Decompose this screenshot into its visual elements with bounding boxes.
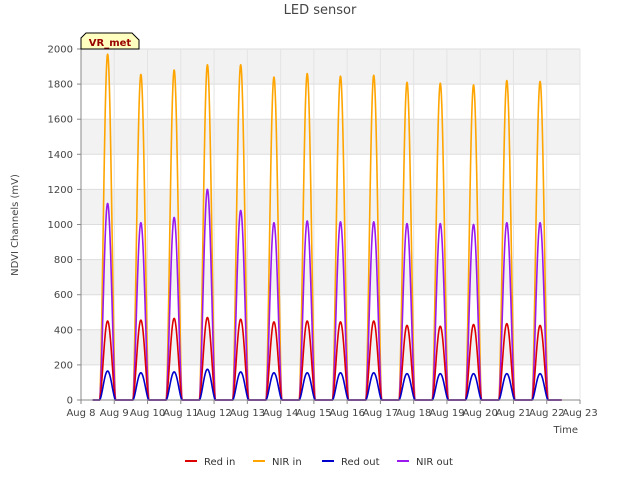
station-badge: VR_met	[80, 32, 140, 50]
legend-label: NIR out	[416, 457, 453, 468]
x-tick-label: Aug 16	[329, 408, 364, 419]
x-tick-label: Aug 12	[196, 408, 231, 419]
x-tick-label: Aug 11	[163, 408, 198, 419]
x-tick-label: Aug 21	[496, 408, 531, 419]
x-tick-label: Aug 17	[363, 408, 398, 419]
x-tick-label: Aug 9	[100, 408, 129, 419]
legend-label: NIR in	[272, 457, 302, 468]
y-tick-label: 0	[67, 396, 73, 407]
x-tick-label: Aug 14	[263, 408, 298, 419]
x-tick-label: Aug 13	[230, 408, 265, 419]
x-tick-label: Aug 8	[66, 408, 95, 419]
x-tick-label: Aug 19	[429, 408, 464, 419]
y-tick-label: 600	[54, 290, 73, 301]
x-tick-label: Aug 22	[529, 408, 564, 419]
plot-band	[81, 259, 580, 295]
x-tick-label: Aug 10	[130, 408, 165, 419]
y-tick-label: 200	[54, 360, 73, 371]
y-axis-label: NDVI Channels (mV)	[10, 174, 21, 276]
plot-band	[81, 119, 580, 155]
plot-band	[81, 189, 580, 225]
x-tick-label: Aug 20	[462, 408, 497, 419]
x-axis-label: Time	[553, 425, 578, 436]
plot-band	[81, 49, 580, 85]
x-tick-label: Aug 18	[396, 408, 431, 419]
chart-title: LED sensor	[284, 3, 357, 18]
y-tick-label: 1000	[48, 220, 73, 231]
legend-label: Red out	[341, 457, 380, 468]
y-tick-label: 1200	[48, 185, 73, 196]
y-tick-labels: 0 200 400 600 800 1000 1200 1400 1600 1800 2000	[48, 45, 81, 407]
y-tick-label: 1600	[48, 115, 73, 126]
y-tick-label: 1400	[48, 150, 73, 161]
x-tick-label: Aug 15	[296, 408, 331, 419]
plot-band	[81, 329, 580, 365]
y-tick-label: 2000	[48, 45, 73, 56]
badge-shape	[80, 32, 140, 50]
legend-label: Red in	[204, 457, 235, 468]
y-tick-label: 800	[54, 255, 73, 266]
y-tick-label: 400	[54, 325, 73, 336]
y-tick-label: 1800	[48, 80, 73, 91]
badge-text: VR_met	[89, 38, 132, 49]
x-tick-label: Aug 23	[562, 408, 597, 419]
legend: Red in NIR in Red out NIR out	[185, 457, 453, 468]
